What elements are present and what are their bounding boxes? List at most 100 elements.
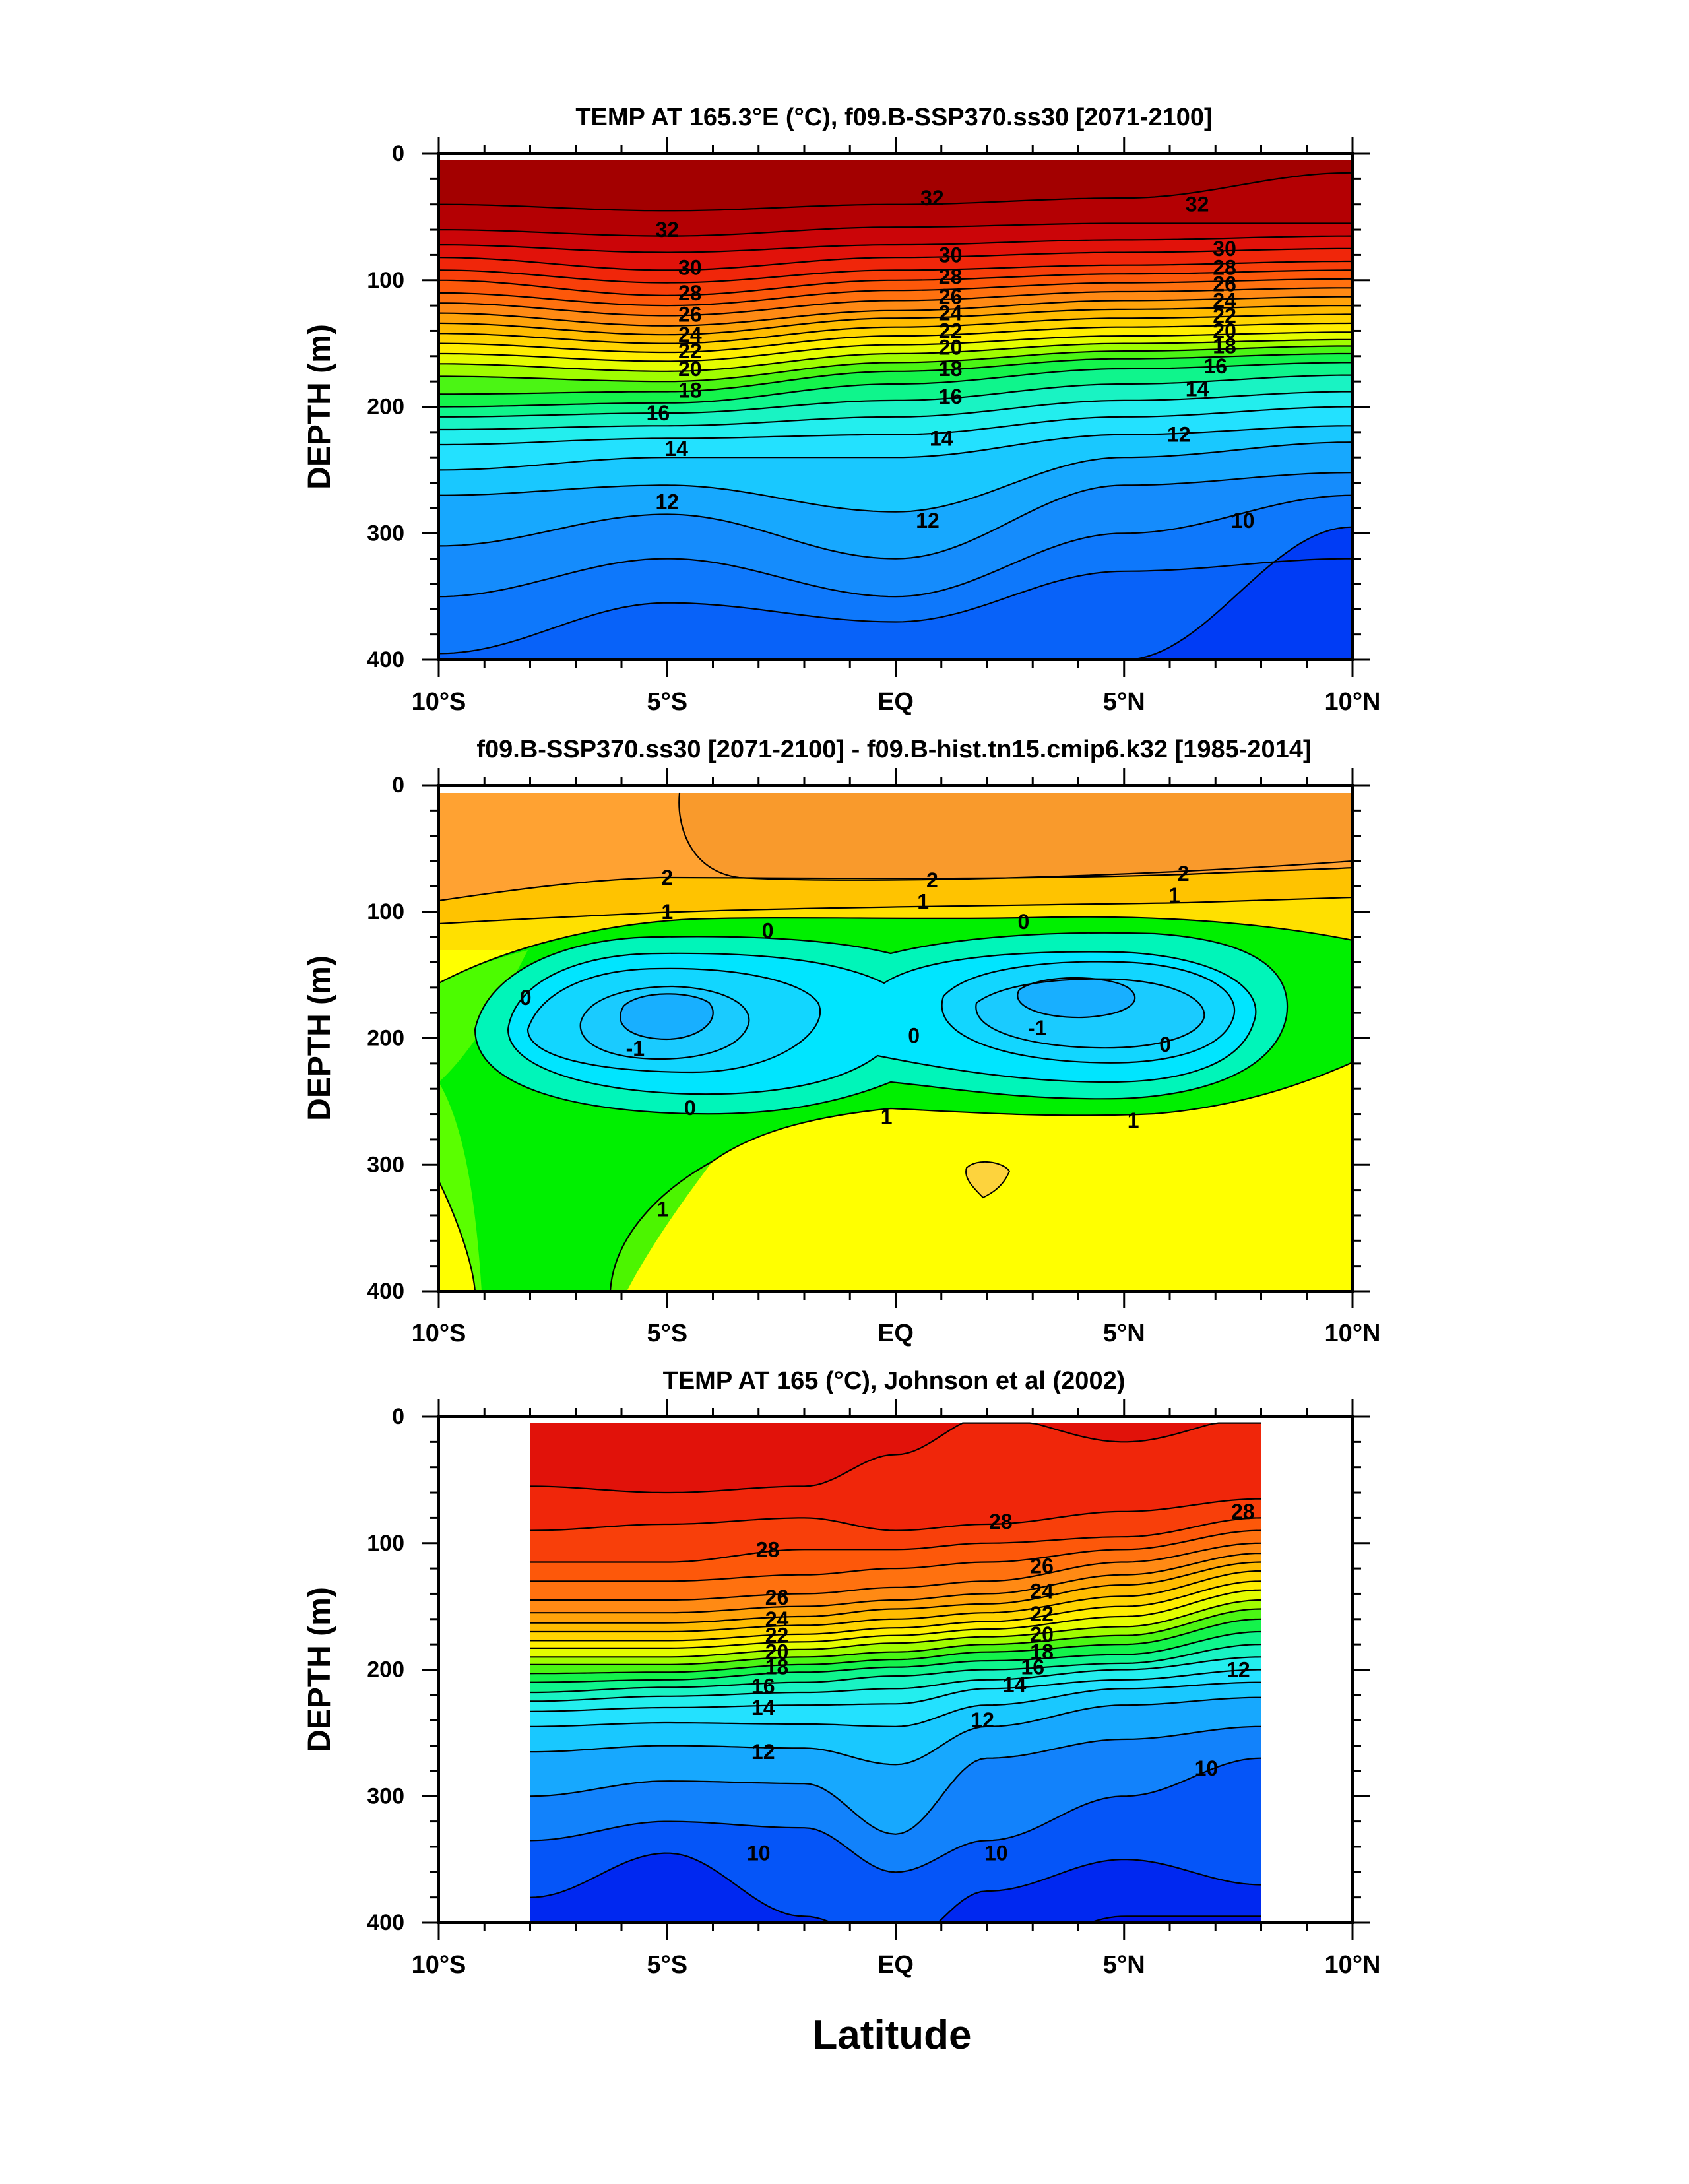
isotherm-line bbox=[439, 338, 1353, 372]
panel-bottom-title: TEMP AT 165 (°C), Johnson et al (2002) bbox=[663, 1367, 1126, 1395]
contour-label: 24 bbox=[939, 302, 963, 325]
contour-label: 20 bbox=[939, 335, 963, 359]
isotherm-line bbox=[439, 441, 1353, 513]
contour-label: 1 bbox=[881, 1105, 893, 1128]
panel-top-contour-lines bbox=[439, 172, 1353, 660]
contour-label: -1 bbox=[626, 1037, 645, 1060]
contour-label: 30 bbox=[1213, 237, 1236, 261]
contour-label: 28 bbox=[939, 265, 963, 288]
contour-label: 12 bbox=[1167, 423, 1191, 447]
region-core-north-max bbox=[1017, 978, 1135, 1018]
isotherm-line bbox=[439, 391, 1353, 431]
contour-label: 0 bbox=[1159, 1033, 1171, 1056]
x-tick-label: 10°N bbox=[1325, 688, 1381, 716]
isotherm-line bbox=[530, 1599, 1261, 1658]
contour-label: 26 bbox=[678, 303, 702, 327]
panel-top: TEMP AT 165.3°E (°C), f09.B-SSP370.ss30 … bbox=[302, 104, 1380, 716]
isotherm-line bbox=[439, 278, 1353, 307]
contour-label: -1 bbox=[1028, 1016, 1046, 1040]
region-upper-layer-north bbox=[679, 793, 1353, 880]
isotherm-line bbox=[530, 1669, 1261, 1712]
contour-line-minus-0-5 bbox=[507, 951, 1257, 1095]
panel-bottom-field bbox=[530, 1423, 1261, 1923]
contour-line-minus-1-south bbox=[526, 967, 821, 1074]
y-tick-label: 200 bbox=[367, 395, 404, 420]
contour-label: 18 bbox=[1030, 1640, 1054, 1664]
isotherm-line bbox=[530, 1644, 1261, 1694]
contour-label: 22 bbox=[1030, 1602, 1054, 1626]
y-tick-label: 300 bbox=[367, 1152, 404, 1177]
contour-label: 16 bbox=[1021, 1655, 1045, 1679]
contour-label: 32 bbox=[656, 218, 680, 241]
contour-label: 14 bbox=[664, 437, 688, 461]
contour-label: 0 bbox=[908, 1024, 920, 1048]
isotherm-line bbox=[439, 172, 1353, 212]
isotherm-line bbox=[530, 1681, 1261, 1727]
isotherm-line bbox=[1104, 526, 1353, 660]
contour-label: 0 bbox=[520, 986, 532, 1010]
y-tick-label: 100 bbox=[367, 899, 404, 924]
isotherm-line bbox=[439, 362, 1353, 408]
contour-line-1-west bbox=[439, 1180, 476, 1291]
isotherm-line bbox=[439, 305, 1353, 336]
contour-label: 26 bbox=[939, 285, 963, 309]
contour-label: 20 bbox=[765, 1640, 789, 1664]
contour-line-1-lower bbox=[609, 1061, 1353, 1291]
contour-line-1-5 bbox=[439, 896, 1353, 925]
contour-label: 14 bbox=[751, 1696, 775, 1719]
panel-middle-field bbox=[439, 793, 1353, 1291]
contour-label: 24 bbox=[765, 1607, 789, 1631]
contour-label: 18 bbox=[678, 379, 702, 402]
contour-line-2 bbox=[439, 866, 1353, 902]
x-tick-label: 5°N bbox=[1103, 688, 1145, 716]
isotherm-line bbox=[530, 1630, 1261, 1683]
contour-label: 16 bbox=[647, 401, 670, 425]
x-tick-label: EQ bbox=[877, 1320, 914, 1347]
contour-label: 12 bbox=[971, 1708, 994, 1732]
x-tick-label: 5°S bbox=[647, 688, 687, 716]
isotherm-line bbox=[530, 1517, 1261, 1563]
isotherm-line bbox=[530, 1608, 1261, 1665]
isotherm-line bbox=[439, 260, 1353, 284]
isotherm-line bbox=[439, 345, 1353, 383]
contour-label: 32 bbox=[920, 186, 944, 210]
x-tick-label: 5°N bbox=[1103, 1951, 1145, 1979]
isotherm-line bbox=[530, 1656, 1261, 1702]
x-tick-label: 5°S bbox=[647, 1320, 687, 1347]
contour-label: 10 bbox=[747, 1842, 771, 1865]
y-tick-label: 400 bbox=[367, 1279, 404, 1304]
panel-middle-ylabel: DEPTH (m) bbox=[302, 955, 337, 1121]
contour-line-2-5 bbox=[678, 792, 1353, 881]
panel-top-axes: 10°S 5°S EQ 5°N 10°N 0 100 200 300 400 bbox=[367, 137, 1380, 716]
isotherm-line bbox=[439, 313, 1353, 344]
panel-bottom-ylabel: DEPTH (m) bbox=[302, 1587, 337, 1752]
contour-label: 30 bbox=[939, 243, 963, 267]
contour-label: 20 bbox=[1030, 1622, 1054, 1646]
contour-label: 16 bbox=[939, 385, 963, 408]
isotherm-line bbox=[439, 331, 1353, 362]
contour-label: 2 bbox=[661, 866, 673, 889]
isotherm-line bbox=[439, 406, 1353, 446]
contour-label: 2 bbox=[926, 868, 938, 892]
isotherm-line bbox=[530, 1529, 1261, 1582]
panel-bottom-axes: 10°S 5°S EQ 5°N 10°N 0 100 200 300 400 bbox=[367, 1399, 1380, 1979]
contour-label: 1 bbox=[1128, 1108, 1139, 1132]
isotherm-line bbox=[530, 1542, 1261, 1601]
contour-label: 18 bbox=[1213, 335, 1236, 358]
x-tick-label: 10°S bbox=[412, 1951, 466, 1979]
x-tick-label: EQ bbox=[877, 688, 914, 716]
y-tick-label: 400 bbox=[367, 647, 404, 672]
contour-label: 20 bbox=[678, 357, 702, 381]
isotherm-line bbox=[530, 1696, 1261, 1766]
panel-bottom: TEMP AT 165 (°C), Johnson et al (2002) D… bbox=[302, 1367, 1380, 1979]
y-tick-label: 300 bbox=[367, 521, 404, 546]
isotherm-line bbox=[530, 1561, 1261, 1624]
panel-top-ylabel: DEPTH (m) bbox=[302, 324, 337, 490]
isotherm-line bbox=[530, 1553, 1261, 1614]
isotherm-line bbox=[530, 1852, 1261, 1923]
isotherm-line bbox=[530, 1580, 1261, 1642]
y-tick-label: 400 bbox=[367, 1910, 404, 1935]
contour-label: 18 bbox=[939, 357, 963, 381]
